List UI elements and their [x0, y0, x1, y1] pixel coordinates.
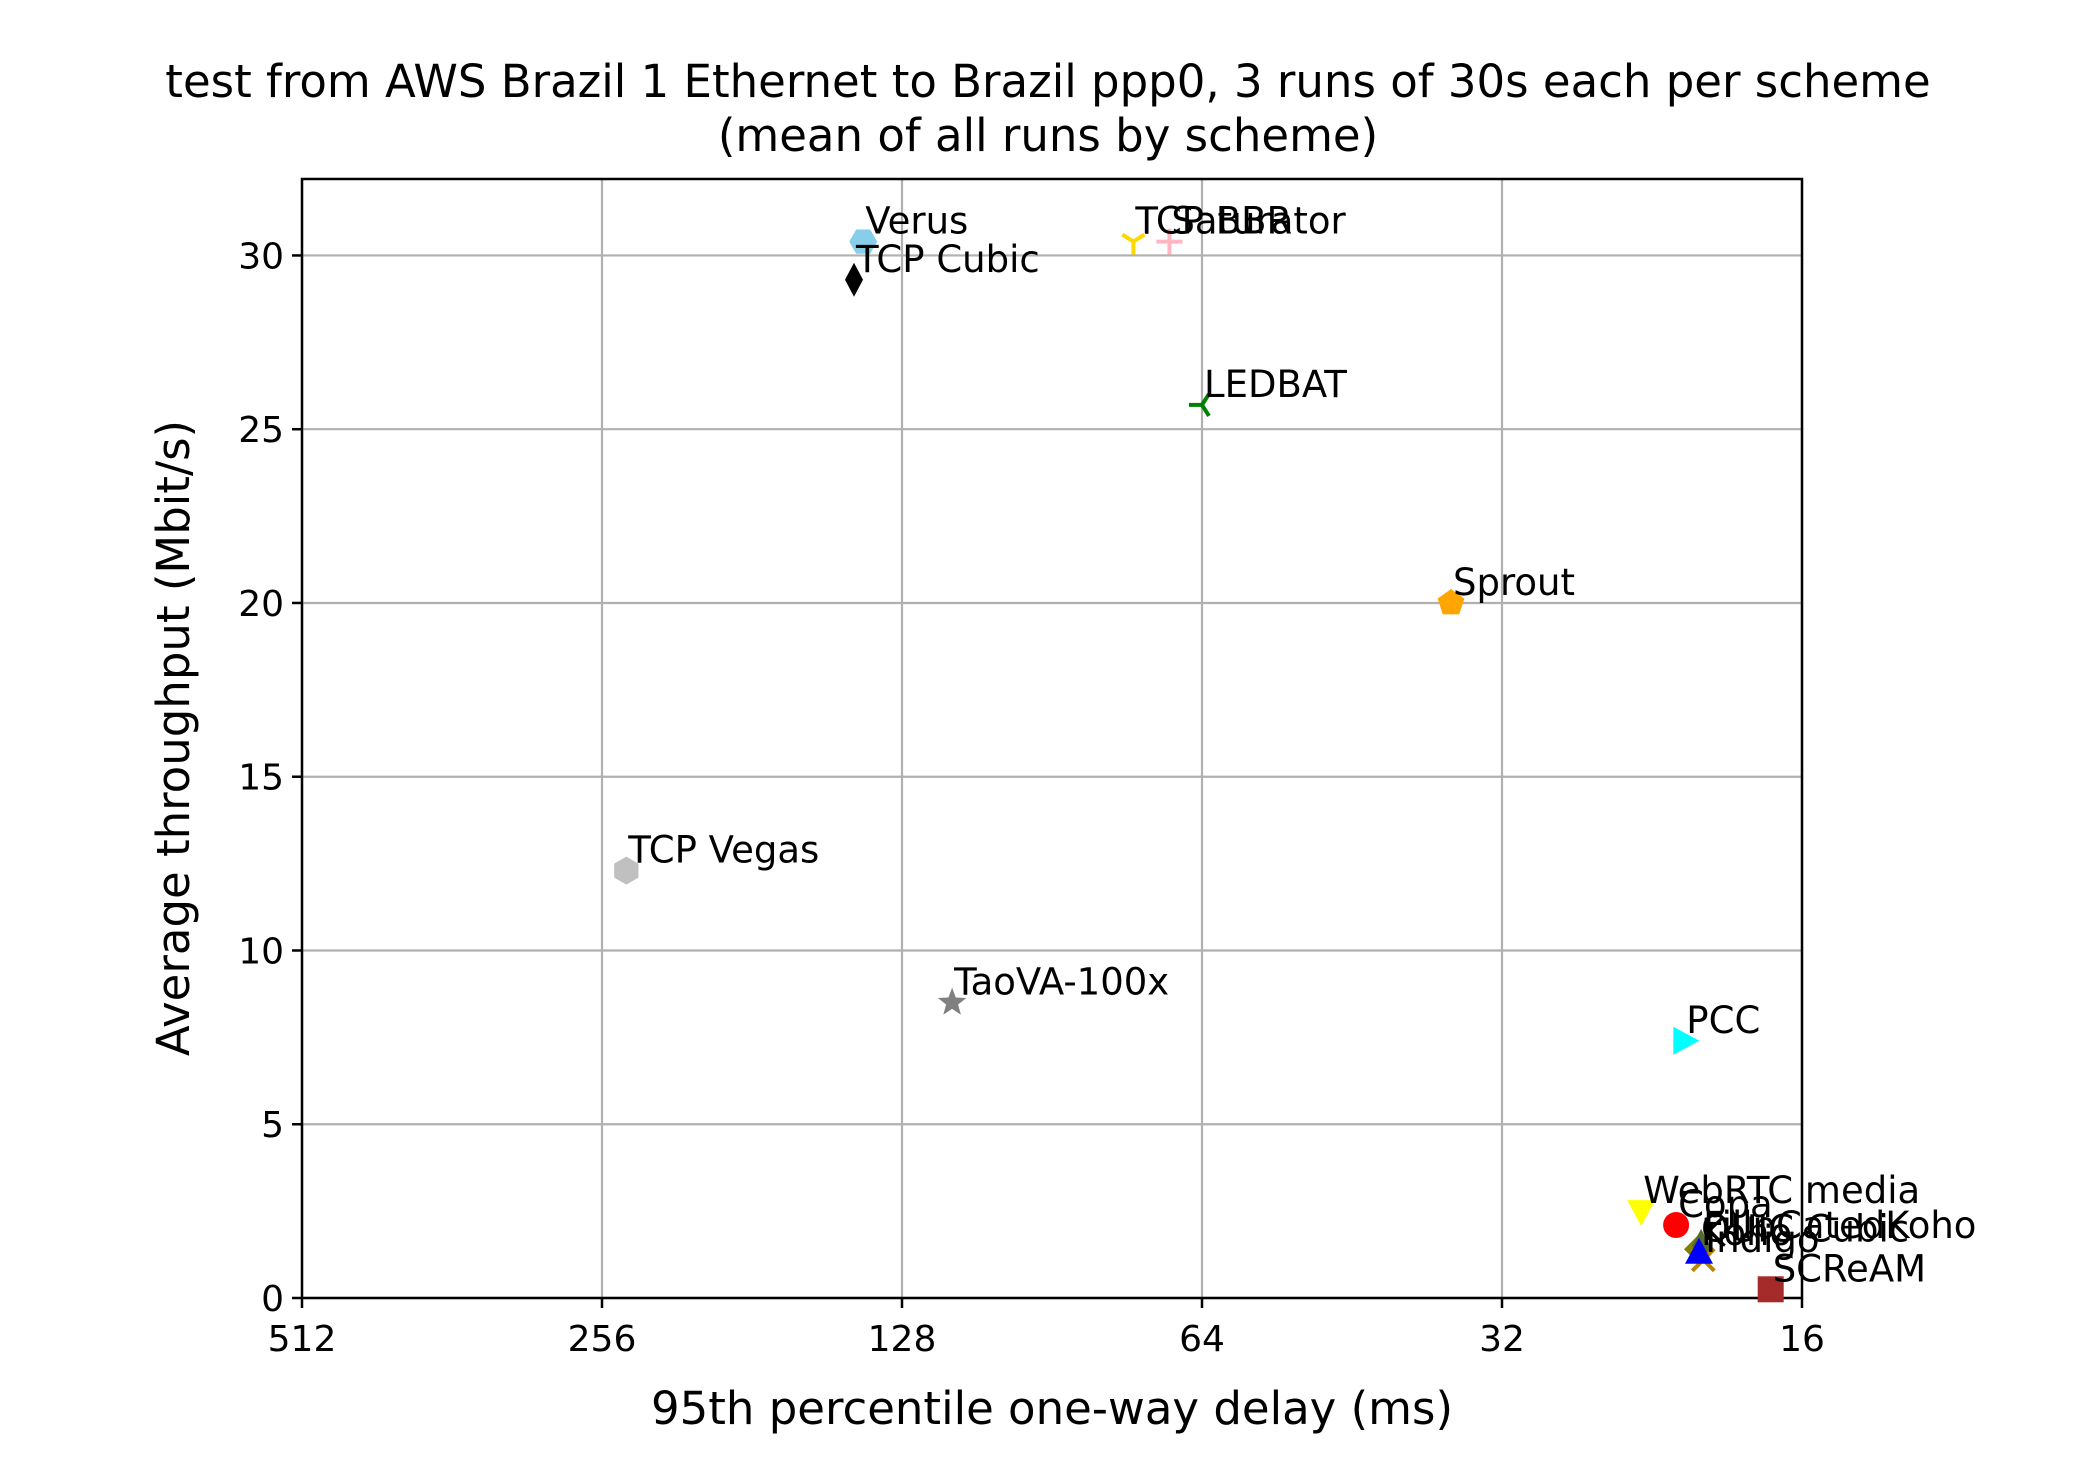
points-layer — [614, 228, 1784, 1303]
point-tcp-vegas — [614, 856, 639, 885]
y-tick-label: 20 — [238, 584, 284, 625]
point-verus — [849, 229, 878, 254]
y-tick-label: 25 — [238, 410, 284, 451]
y-axis-label: Average throughput (Mbit/s) — [147, 420, 200, 1056]
point-label-fillpcatedkoho: FillpCatedKoho — [1703, 1204, 1976, 1247]
y-tick-label: 0 — [261, 1279, 284, 1320]
point-copa — [1663, 1212, 1690, 1238]
chart-title-line1: test from AWS Brazil 1 Ethernet to Brazi… — [165, 55, 1930, 108]
tick-layer: 512 256 128 64 32 16 0 5 10 15 20 25 30 — [238, 236, 1825, 1360]
y-tick-label: 5 — [261, 1105, 284, 1146]
y-tick-label: 10 — [238, 931, 284, 972]
point-webrtc-media — [1627, 1200, 1656, 1227]
point-label-pcc: PCC — [1686, 999, 1760, 1042]
point-label-verus: Verus — [865, 200, 968, 243]
point-label-sprout: Sprout — [1453, 561, 1575, 604]
point-label-tcp-bbr: TCP BBR — [1134, 200, 1292, 243]
point-tcp-bbr — [1121, 232, 1146, 255]
point-label-copa: Copa — [1678, 1183, 1773, 1226]
point-label-ledbat: LEDBAT — [1204, 363, 1347, 406]
point-taova-100x — [937, 987, 967, 1015]
y-tick-label: 15 — [238, 758, 284, 799]
point-label-quic-cubic: QUIC Cubic — [1701, 1207, 1909, 1250]
chart-title-line2: (mean of all runs by scheme) — [718, 109, 1378, 162]
x-tick-label: 512 — [268, 1319, 337, 1360]
x-axis-label: 95th percentile one-way delay (ms) — [651, 1382, 1453, 1435]
point-sprout — [1437, 589, 1465, 615]
point-tcp-cubic — [845, 262, 863, 297]
x-tick-label: 128 — [868, 1319, 937, 1360]
y-tick-label: 30 — [238, 236, 284, 277]
x-tick-label: 16 — [1779, 1319, 1825, 1360]
point-ledbat — [1189, 392, 1211, 417]
grid-layer — [300, 179, 1804, 1300]
point-label-webrtc-media: WebRTC media — [1643, 1169, 1920, 1212]
x-tick-label: 256 — [568, 1319, 637, 1360]
point-saturator — [1156, 228, 1183, 255]
point-scream — [1757, 1276, 1784, 1303]
point-koho — [1685, 1237, 1713, 1264]
plot-frame — [300, 177, 1804, 1300]
point-label-indigo: Indigo — [1705, 1218, 1819, 1261]
point-label-tcp-cubic: TCP Cubic — [855, 238, 1040, 281]
point-label-scream: SCReAM — [1773, 1247, 1926, 1290]
x-tick-label: 64 — [1179, 1319, 1225, 1360]
point-pcc — [1673, 1026, 1700, 1055]
x-tick-label: 32 — [1479, 1319, 1525, 1360]
point-label-tcp-vegas: TCP Vegas — [627, 829, 819, 872]
point-label-koho: Koho — [1701, 1211, 1792, 1254]
point-label-saturator: Saturator — [1171, 200, 1346, 243]
point-label-taova-100x: TaoVA-100x — [953, 961, 1169, 1004]
